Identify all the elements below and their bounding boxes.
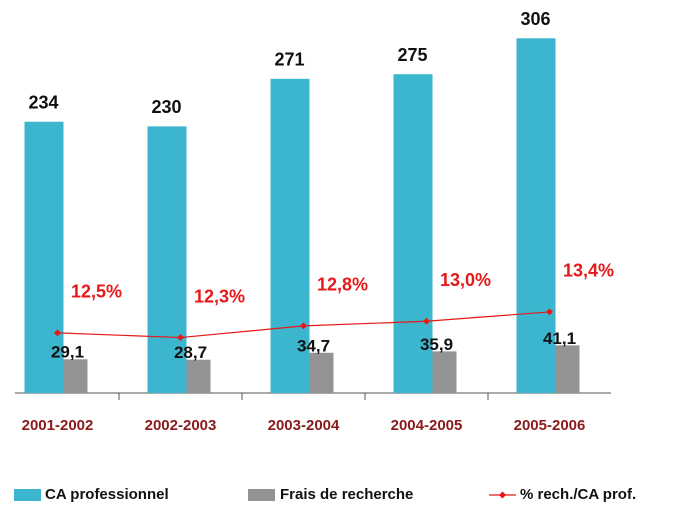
- value-label: 28,7: [174, 343, 207, 362]
- value-label: 12,8%: [317, 275, 368, 295]
- value-label: 34,7: [297, 336, 330, 355]
- value-label: 12,3%: [194, 286, 245, 306]
- value-label: 12,5%: [71, 282, 122, 302]
- value-label: 29,1: [51, 343, 84, 362]
- x-tick-label: 2004-2005: [391, 417, 463, 434]
- value-label: 35,9: [420, 335, 453, 354]
- value-label: 234: [28, 92, 58, 112]
- value-label: 13,4%: [563, 261, 614, 281]
- x-tick-label: 2001-2002: [22, 417, 94, 434]
- legend-label: Frais de recherche: [280, 486, 413, 503]
- line-marker: [423, 317, 430, 325]
- legend-swatch: [248, 489, 275, 501]
- line-marker: [546, 308, 553, 316]
- bar: [270, 78, 310, 394]
- value-label: 306: [520, 9, 550, 29]
- legend-swatch: [499, 491, 506, 499]
- value-label: 275: [397, 45, 427, 65]
- bar: [393, 74, 433, 393]
- value-label: 230: [151, 97, 181, 117]
- value-label: 13,0%: [440, 270, 491, 290]
- bar: [147, 126, 187, 394]
- bar: [24, 121, 64, 394]
- x-tick-label: 2003-2004: [268, 417, 340, 434]
- line-marker: [54, 329, 61, 337]
- legend-label: % rech./CA prof.: [520, 486, 636, 503]
- line-marker: [177, 334, 184, 342]
- value-label: 271: [274, 50, 304, 70]
- line-marker: [300, 322, 307, 330]
- bar: [516, 38, 556, 393]
- x-tick-label: 2005-2006: [514, 417, 586, 434]
- x-tick-label: 2002-2003: [145, 417, 217, 434]
- legend-label: CA professionnel: [45, 486, 169, 503]
- legend-swatch: [14, 489, 41, 501]
- value-label: 41,1: [543, 329, 576, 348]
